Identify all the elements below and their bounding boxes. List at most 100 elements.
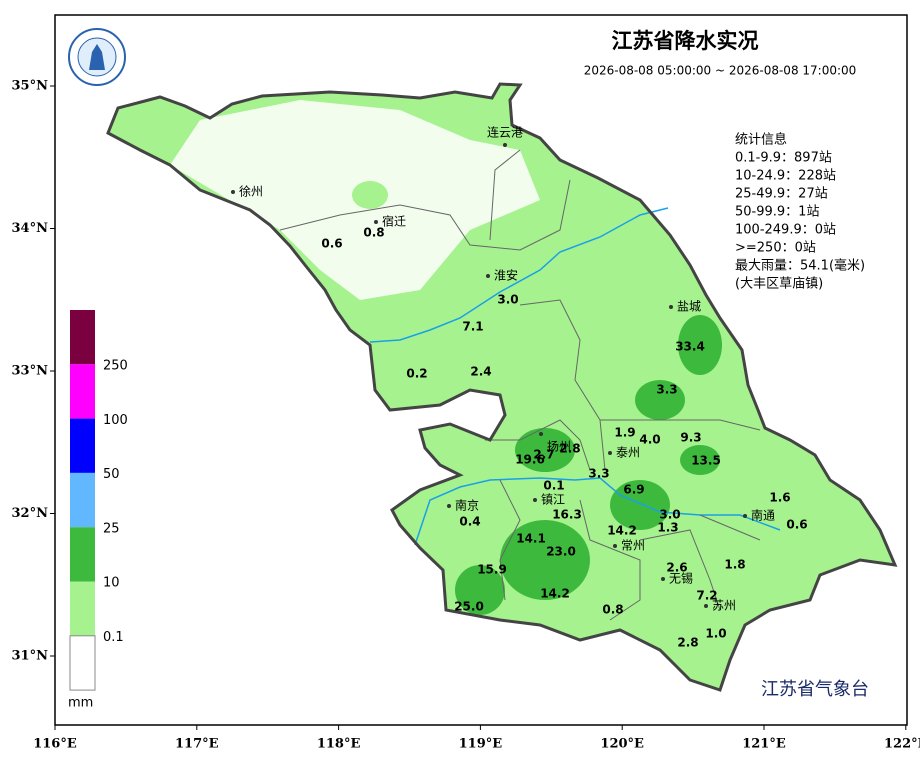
lat-tick-label: 32°N — [12, 506, 49, 521]
footer: 江苏省气象台 — [761, 679, 869, 700]
legend-label: 250 — [103, 359, 128, 374]
lon-tick-label: 116°E — [33, 737, 77, 752]
city-label: 淮安 — [494, 268, 518, 283]
city-dot — [661, 577, 665, 581]
rain-label: 1.6 — [769, 491, 790, 505]
rain-label: 3.0 — [659, 508, 680, 522]
city-dot — [374, 220, 378, 224]
rain-patch — [678, 315, 722, 375]
city-label: 苏州 — [712, 599, 736, 613]
city-label: 常州 — [621, 539, 645, 553]
legend-label: 50 — [103, 467, 120, 482]
rain-label: 19.6 — [515, 453, 545, 467]
legend-label: 0.1 — [103, 630, 124, 645]
rain-label: 0.1 — [543, 479, 564, 493]
lat-tick-label: 33°N — [12, 364, 49, 379]
city-dot — [539, 432, 543, 436]
yangtze-river — [414, 477, 781, 546]
lat-tick-label: 31°N — [12, 649, 49, 664]
rain-patch — [515, 428, 575, 472]
legend-label: 10 — [103, 576, 120, 591]
rain-label: 15.9 — [477, 563, 507, 577]
city-label: 宿迁 — [382, 214, 406, 229]
rain-patch — [610, 480, 670, 530]
city-dot — [231, 190, 235, 194]
rain-label: 0.6 — [321, 237, 342, 251]
stats-line: 25-49.9：27站 — [735, 187, 828, 202]
rain-label: 9.3 — [680, 431, 701, 445]
rain-label: 7.2 — [696, 589, 717, 603]
city-dot — [503, 143, 507, 147]
city-dot — [669, 305, 673, 309]
city-boundary — [279, 149, 761, 621]
rain-label: 4.0 — [639, 433, 660, 447]
city-label: 镇江 — [541, 493, 565, 507]
lat-tick-label: 34°N — [12, 221, 49, 236]
rain-label: 3.3 — [588, 467, 609, 481]
rain-label: 0.8 — [602, 603, 623, 617]
legend-swatch — [70, 581, 95, 636]
rain-label: 2.8 — [677, 636, 698, 650]
stats-line: 100-249.9：0站 — [735, 223, 836, 238]
lon-tick-label: 121°E — [742, 737, 786, 752]
legend-label: 25 — [103, 521, 120, 536]
city-label: 扬州 — [547, 439, 571, 454]
rain-label: 0.4 — [459, 515, 480, 529]
city-label: 连云港 — [487, 125, 523, 140]
lon-tick-label: 122°E — [884, 737, 920, 752]
province-border — [106, 82, 898, 692]
lon-tick-label: 117°E — [175, 737, 219, 752]
rain-patch — [680, 445, 720, 475]
stats-line: >=250：0站 — [735, 241, 816, 256]
rain-label: 14.2 — [607, 524, 637, 538]
legend-swatch — [69, 635, 96, 691]
city-dot — [533, 498, 537, 502]
lat-tick-label: 35°N — [12, 79, 49, 94]
city-label: 徐州 — [239, 184, 263, 199]
legend-swatch — [70, 527, 95, 582]
rain-patch — [635, 380, 685, 420]
city-label: 南京 — [455, 498, 479, 513]
city-label: 无锡 — [669, 571, 693, 586]
legend-label: 100 — [103, 413, 128, 428]
stats-line: 10-24.9：228站 — [735, 169, 836, 184]
rain-label: 3.3 — [656, 383, 677, 397]
rain-label: 1.9 — [614, 426, 635, 440]
rain-label: 1.3 — [657, 521, 678, 535]
legend-swatch — [70, 472, 95, 528]
time-range: 2026-08-08 05:00:00 ~ 2026-08-08 17:00:0… — [584, 64, 857, 78]
rain-label: 16.3 — [552, 508, 582, 522]
legend-unit: mm — [68, 696, 93, 711]
rain-label: 0.2 — [406, 367, 427, 381]
rain-patch — [130, 121, 170, 149]
city-dot — [704, 604, 708, 608]
city-dot — [743, 514, 747, 518]
rain-label: 3.0 — [497, 293, 518, 307]
lon-tick-label: 118°E — [317, 737, 361, 752]
rain-label: 2.8 — [559, 442, 580, 456]
province — [106, 82, 898, 692]
rain-label: 14.1 — [516, 532, 546, 546]
stats-heading: 统计信息 — [735, 132, 787, 148]
stats-line: 0.1-9.9：897站 — [735, 151, 832, 166]
rain-label: 7.1 — [462, 320, 483, 334]
lon-tick-label: 120°E — [600, 737, 644, 752]
rain-label: 2.7 — [533, 448, 554, 462]
city-dot — [486, 274, 490, 278]
lon-tick-label: 119°E — [459, 737, 503, 752]
stats-line: 50-99.9：1站 — [735, 205, 819, 220]
city-label: 盐城 — [677, 300, 701, 314]
rain-patch — [500, 520, 590, 600]
rain-label: 1.0 — [705, 627, 726, 641]
legend-swatch — [70, 310, 95, 365]
city-label: 泰州 — [616, 446, 640, 460]
rain-patch — [455, 565, 505, 615]
rain-patch — [570, 198, 610, 226]
legend-swatch — [70, 418, 95, 473]
rain-label: 14.2 — [540, 587, 570, 601]
city-dot — [613, 544, 617, 548]
rain-label: 6.9 — [623, 483, 644, 497]
rain-patch — [352, 181, 388, 209]
legend-swatch — [70, 364, 95, 419]
